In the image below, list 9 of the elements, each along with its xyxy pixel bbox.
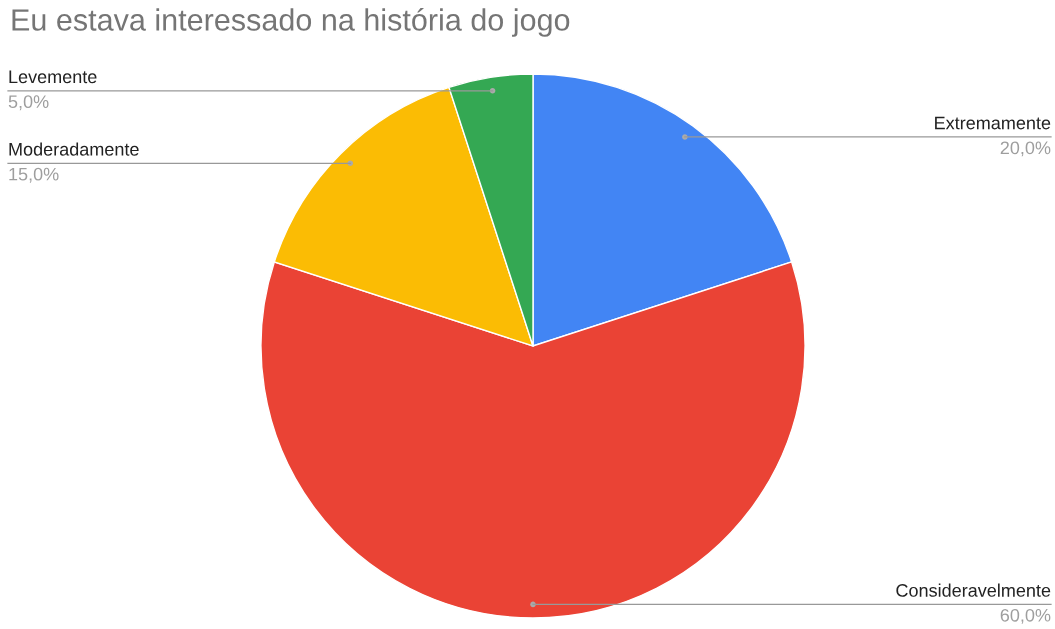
slice-label: Extremamente bbox=[935, 116, 1051, 130]
data-label: 5,0% bbox=[8, 95, 49, 111]
chart-title: Eu estava interessado na história do jogo bbox=[12, 8, 570, 37]
slice-label: Levemente bbox=[9, 70, 97, 84]
data-label: 15,0% bbox=[9, 167, 59, 183]
data-label: 60,0% bbox=[1000, 608, 1051, 624]
slice-label: Consideravelmente bbox=[896, 583, 1051, 597]
slice-label: Moderadamente bbox=[9, 142, 139, 156]
data-label: 20,0% bbox=[1000, 141, 1051, 157]
